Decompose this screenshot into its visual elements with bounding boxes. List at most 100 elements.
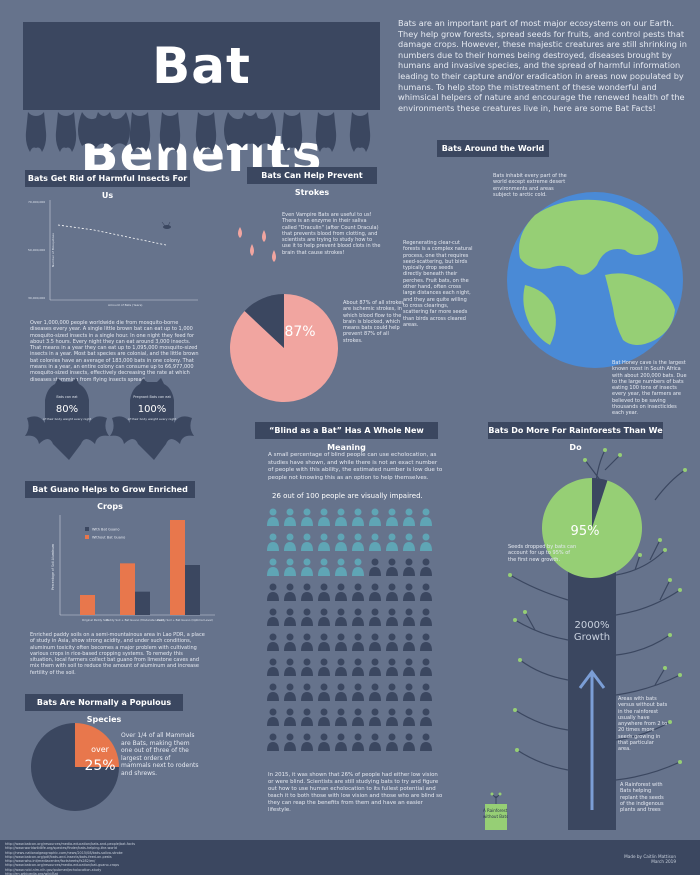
person-icon xyxy=(420,583,432,601)
bar-with-guano xyxy=(135,591,150,615)
person-icon xyxy=(267,583,279,601)
hanging-bat-icon xyxy=(159,112,181,152)
person-icon xyxy=(301,733,313,751)
person-icon xyxy=(335,708,347,726)
person-icon xyxy=(369,608,381,626)
person-icon xyxy=(369,633,381,651)
person-icon xyxy=(301,533,313,551)
bat2-value: 100% xyxy=(138,404,167,415)
blind-text: A small percentage of blind people can u… xyxy=(268,452,443,481)
source-link[interactable]: http://news.nationalgeographic.com/news/… xyxy=(5,850,123,855)
person-icon xyxy=(420,508,432,526)
source-link[interactable]: http://www.worldwildlife.org/species/fin… xyxy=(5,846,117,851)
svg-text:30,000,000: 30,000,000 xyxy=(28,296,45,300)
person-icon xyxy=(284,558,296,576)
hanging-bat-icon xyxy=(281,112,303,152)
hanging-bat-icon xyxy=(129,112,151,152)
growth-label: Growth xyxy=(574,632,610,643)
person-icon xyxy=(335,558,347,576)
person-icon xyxy=(284,633,296,651)
person-icon xyxy=(284,608,296,626)
person-icon xyxy=(386,708,398,726)
person-icon xyxy=(267,708,279,726)
person-icon xyxy=(352,558,364,576)
mosquito-icon xyxy=(161,221,171,229)
hanging-bat-icon xyxy=(224,112,276,148)
person-icon xyxy=(284,708,296,726)
person-icon xyxy=(284,658,296,676)
blood-drop-icon xyxy=(250,244,254,256)
person-icon xyxy=(352,508,364,526)
hanging-bat-icon xyxy=(349,112,371,152)
svg-text:70,000,000: 70,000,000 xyxy=(28,200,45,204)
stroke-pie-chart: 87% xyxy=(229,294,338,402)
intro-text: Bats are an important part of most major… xyxy=(398,18,687,113)
person-icon xyxy=(335,633,347,651)
hanging-bat-icon xyxy=(55,112,77,152)
bat1-bottom-text: of their body weight every night xyxy=(43,417,92,421)
bat-stats-graphic: Bats can eat 80% of their body weight ev… xyxy=(25,378,194,460)
person-icon xyxy=(420,533,432,551)
person-icon xyxy=(386,558,398,576)
source-link[interactable]: http://www.batcon.org/pdf/bats-and-insec… xyxy=(5,854,112,859)
hanging-bat-icon xyxy=(195,112,217,152)
person-icon xyxy=(369,533,381,551)
person-icon xyxy=(318,658,330,676)
person-icon xyxy=(301,708,313,726)
person-icon xyxy=(318,683,330,701)
rainforest-without-label: A Rainforest without Bats xyxy=(483,808,509,820)
category-label: Paddy Soil + Bat Guano (Moderate Level) xyxy=(106,618,164,622)
person-icon xyxy=(335,658,347,676)
bat2-top-text: Pregnant Bats can eat xyxy=(133,395,171,399)
source-link[interactable]: http://en.wikipedia.org/wiki/Bat xyxy=(5,872,59,875)
blood-drops-graphic xyxy=(238,227,276,262)
person-icon xyxy=(352,533,364,551)
populous-text: Over 1/4 of all Mammals are Bats, making… xyxy=(121,732,199,777)
mosquito-line xyxy=(57,224,167,246)
source-link[interactable]: http://www.who.int/mediacentre/factsheet… xyxy=(5,859,96,864)
person-icon xyxy=(335,733,347,751)
guano-section-title: Bat Guano Helps to Grow Enriched Crops xyxy=(25,481,195,511)
world-note-2: Regenerating clear-cut forests is a comp… xyxy=(403,240,473,328)
person-icon xyxy=(369,508,381,526)
source-links: http://www.batcon.org/resources/media-ed… xyxy=(5,842,135,875)
source-link[interactable]: http://www.batcon.org/resources/media-ed… xyxy=(5,863,120,868)
stroke-pie-label: 87% xyxy=(284,324,315,340)
rainforest-section-title: Bats Do More For Rainforests Than We Do xyxy=(488,422,663,452)
pie-slice-bats xyxy=(75,723,119,767)
world-section-title: Bats Around the World xyxy=(437,140,549,157)
populous-section-title: Bats Are Normally a Populous Species xyxy=(25,694,183,724)
person-icon xyxy=(403,558,415,576)
person-icon xyxy=(420,708,432,726)
person-icon xyxy=(403,533,415,551)
arrow-up-icon xyxy=(578,669,606,810)
person-icon xyxy=(420,558,432,576)
person-icon xyxy=(318,583,330,601)
person-icon xyxy=(318,608,330,626)
blind-headline: 26 out of 100 people are visually impair… xyxy=(272,492,423,500)
source-link[interactable]: http://www.ncbi.nlm.nih.gov/pubmed/echol… xyxy=(5,867,102,872)
person-icon xyxy=(301,658,313,676)
person-icon xyxy=(267,558,279,576)
guano-text: Enriched paddy soils on a semi-mountaino… xyxy=(30,632,205,676)
person-icon xyxy=(318,733,330,751)
person-icon xyxy=(301,633,313,651)
source-link[interactable]: http://www.batcon.org/resources/media-ed… xyxy=(5,842,136,846)
person-icon xyxy=(335,508,347,526)
person-icon xyxy=(284,508,296,526)
person-icon xyxy=(420,633,432,651)
earth-globe xyxy=(507,192,683,368)
person-icon xyxy=(267,658,279,676)
credit-author: Made by Caitlin Mattison xyxy=(624,854,676,859)
blood-drop-icon xyxy=(262,230,266,242)
person-icon xyxy=(403,583,415,601)
person-icon xyxy=(403,733,415,751)
mosquito-line-chart: 70,000,000 50,000,000 30,000,000 Number … xyxy=(28,200,198,307)
rainforest-with-label: A Rainforest with Bats helping replant t… xyxy=(620,782,664,814)
blood-drop-icon xyxy=(238,227,242,238)
person-icon xyxy=(318,633,330,651)
rainforest-tree-graphic: 95% 2000% Growth xyxy=(485,448,687,830)
person-icon xyxy=(335,583,347,601)
blind-section-title: “Blind as a Bat” Has A Whole New Meaning xyxy=(255,422,438,452)
person-icon xyxy=(420,608,432,626)
